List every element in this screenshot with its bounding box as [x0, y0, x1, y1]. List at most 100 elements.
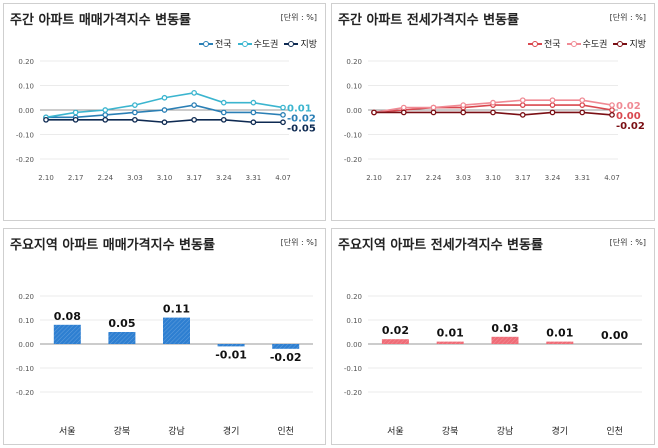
- x-tick-label: 3.31: [246, 174, 262, 182]
- y-tick-label: -0.10: [344, 365, 362, 373]
- panel-weekly-jeonse: 주간 아파트 전세가격지수 변동률 [단위 : %] 전국 수도권 지방 0.20 0…: [331, 3, 655, 221]
- x-tick-label: 2.10: [38, 174, 54, 182]
- legend-label: 지방: [300, 40, 317, 50]
- y-tick-label: 0.10: [346, 317, 362, 325]
- data-point: [280, 112, 286, 118]
- x-tick-label: 인천: [277, 426, 294, 437]
- data-point: [220, 99, 227, 106]
- data-point: [102, 116, 109, 123]
- data-point: [250, 109, 257, 116]
- data-point: [161, 119, 168, 126]
- data-point: [132, 102, 138, 108]
- x-tick-label: 2.10: [366, 174, 382, 182]
- x-tick-label: 강남: [168, 426, 185, 437]
- x-tick-label: 인천: [606, 426, 623, 437]
- legend-swatch: [237, 40, 252, 47]
- unit-label: [단위 : %]: [609, 13, 646, 22]
- chart-legend: 전국 수도권 지방: [528, 37, 646, 50]
- panel-title: 주간 아파트 매매가격지수 변동률: [10, 13, 192, 28]
- y-tick-label: 0.00: [18, 107, 34, 115]
- y-tick-label: -0.20: [344, 389, 362, 397]
- data-label: 0.11: [163, 303, 190, 316]
- legend-item: 지방: [613, 37, 646, 50]
- data-point: [161, 94, 168, 101]
- data-point: [400, 104, 407, 111]
- data-point: [519, 112, 526, 118]
- data-point: [549, 102, 556, 108]
- data-point: [280, 104, 286, 111]
- data-point: [220, 116, 227, 123]
- end-value-label: 0.01: [287, 104, 312, 115]
- x-tick-label: 3.31: [574, 174, 590, 182]
- data-point: [430, 109, 437, 116]
- data-point: [132, 109, 138, 116]
- line-chart-sale: 0.20 0.10 0.00 -0.10 -0.20 2.10 2.17 2.24 3.03 3.…: [16, 58, 316, 182]
- y-tick-label: 0.10: [18, 317, 34, 325]
- data-point: [102, 107, 109, 113]
- data-label: 0.03: [491, 322, 518, 335]
- data-point: [609, 107, 615, 113]
- end-value-label: -0.02: [287, 114, 316, 125]
- legend-swatch: [528, 40, 543, 47]
- data-point: [609, 102, 615, 108]
- end-value-label: 0.02: [616, 101, 641, 112]
- data-label: 0.01: [437, 327, 464, 340]
- legend-label: 수도권: [253, 40, 279, 50]
- y-tick-label: -0.20: [344, 156, 362, 164]
- legend-swatch: [566, 40, 581, 47]
- y-tick-label: 0.00: [346, 107, 362, 115]
- data-point: [579, 97, 586, 104]
- data-point: [579, 109, 586, 116]
- end-value-label: -0.02: [616, 121, 645, 132]
- data-point: [579, 102, 586, 108]
- panel-region-jeonse: 주요지역 아파트 전세가격지수 변동률 [단위 : %] 0.20 0.10 0.0…: [331, 228, 655, 445]
- data-point: [460, 109, 467, 116]
- data-point: [220, 109, 227, 116]
- y-tick-label: -0.10: [16, 132, 34, 140]
- data-point: [430, 104, 437, 111]
- data-point: [191, 116, 197, 123]
- x-tick-label: 강남: [497, 426, 514, 437]
- data-label: -0.01: [215, 348, 247, 361]
- y-tick-label: 0.20: [18, 293, 34, 301]
- bar: [436, 341, 464, 344]
- x-tick-label: 3.17: [515, 174, 531, 182]
- x-tick-label: 경기: [223, 425, 240, 437]
- unit-label: [단위 : %]: [280, 238, 317, 247]
- y-tick-label: 0.10: [18, 83, 34, 91]
- x-tick-label: 서울: [387, 426, 404, 437]
- legend-label: 전국: [544, 40, 561, 50]
- legend-swatch: [284, 40, 299, 47]
- data-point: [250, 99, 257, 106]
- bar: [272, 344, 300, 349]
- y-tick-label: -0.10: [16, 365, 34, 373]
- data-point: [250, 119, 257, 126]
- x-tick-label: 2.17: [68, 174, 84, 182]
- line-chart-jeonse: 0.20 0.10 0.00 -0.10 -0.20 2.10 2.17 2.24 3.03 3.…: [344, 58, 645, 182]
- data-label: -0.02: [270, 351, 302, 364]
- legend-item: 지방: [284, 37, 317, 50]
- y-tick-label: -0.20: [16, 156, 34, 164]
- x-tick-label: 2.24: [426, 174, 442, 182]
- x-tick-label: 3.24: [545, 174, 561, 182]
- chart-legend: 전국 수도권 지방: [199, 37, 317, 50]
- data-label: 0.00: [601, 329, 628, 342]
- x-tick-label: 경기: [552, 425, 569, 437]
- data-point: [72, 116, 79, 123]
- data-point: [72, 109, 79, 116]
- x-tick-label: 4.07: [604, 174, 620, 182]
- panel-region-sale: 주요지역 아파트 매매가격지수 변동률 [단위 : %] 0.20 0.10 0.0…: [3, 228, 326, 445]
- data-point: [490, 109, 496, 116]
- bar-chart-jeonse: 0.20 0.10 0.00 -0.10 -0.20 0.02 서울 0.01 강북 0.03 강남…: [344, 293, 642, 437]
- x-tick-label: 서울: [59, 426, 76, 437]
- y-tick-label: 0.10: [346, 83, 362, 91]
- x-tick-label: 강북: [442, 426, 459, 437]
- x-tick-label: 3.03: [455, 174, 471, 182]
- data-point: [400, 109, 407, 116]
- data-point: [519, 97, 526, 104]
- bar: [546, 341, 574, 344]
- panel-weekly-sale: 주간 아파트 매매가격지수 변동률 [단위 : %] 전국 수도권 지방 0.20 0…: [3, 3, 326, 221]
- bar: [491, 336, 519, 344]
- bar-chart-sale: 0.20 0.10 0.00 -0.10 -0.20 0.08 서울 0.05 강북 0.11 강남…: [16, 293, 313, 437]
